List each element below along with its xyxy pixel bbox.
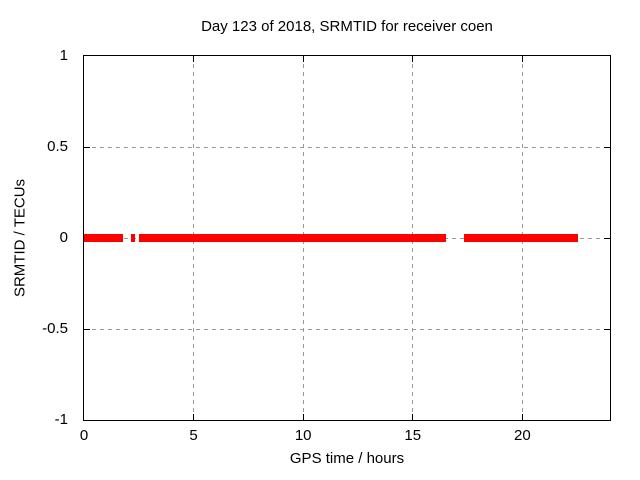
- x-tick-label: 0: [79, 427, 89, 444]
- x-tick-bottom: [302, 414, 304, 420]
- y-tick-label: 0.5: [47, 138, 68, 155]
- x-tick-bottom: [521, 414, 523, 420]
- y-tick-label: -1: [54, 411, 68, 428]
- x-tick-top: [521, 56, 523, 62]
- y-gridline: [84, 146, 610, 148]
- plot-area: [83, 55, 611, 421]
- data-segment: [84, 234, 124, 242]
- x-tick-label: 10: [294, 427, 312, 444]
- x-tick-top: [302, 56, 304, 62]
- x-tick-label: 20: [513, 427, 531, 444]
- y-tick-right: [604, 146, 610, 148]
- data-segment: [138, 234, 446, 242]
- x-tick-bottom: [193, 414, 195, 420]
- x-axis-label: GPS time / hours: [289, 450, 405, 467]
- chart-title: Day 123 of 2018, SRMTID for receiver coe…: [201, 18, 493, 35]
- y-tick-label: 0: [59, 229, 68, 246]
- y-tick-right: [604, 328, 610, 330]
- data-segment: [131, 234, 136, 242]
- data-segment: [464, 234, 579, 242]
- y-tick-left: [84, 146, 90, 148]
- x-tick-label: 15: [404, 427, 422, 444]
- x-tick-top: [193, 56, 195, 62]
- x-tick-label: 5: [189, 427, 198, 444]
- y-tick-left: [84, 328, 90, 330]
- y-tick-right: [604, 237, 610, 239]
- x-tick-top: [412, 56, 414, 62]
- y-tick-label: 1: [59, 47, 68, 64]
- y-gridline: [84, 328, 610, 330]
- y-tick-label: -0.5: [42, 320, 68, 337]
- x-tick-bottom: [412, 414, 414, 420]
